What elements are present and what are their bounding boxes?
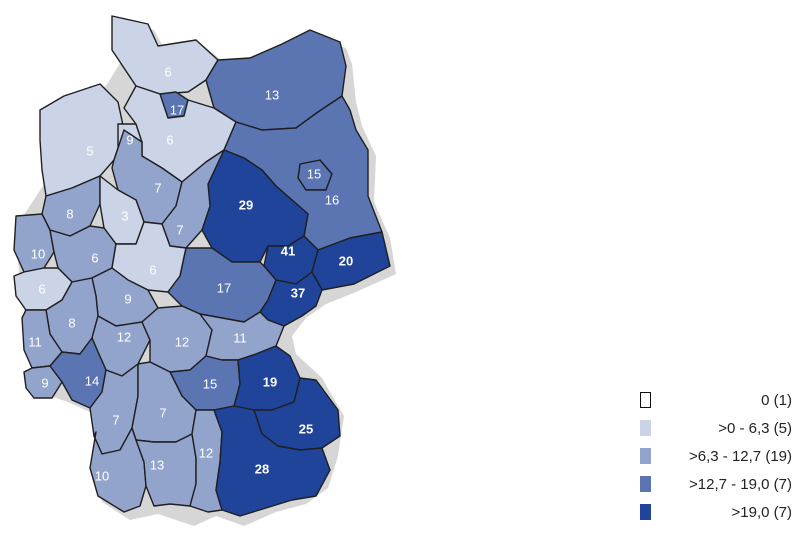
region-label-24: 12: [175, 334, 189, 349]
region-label-28: 9: [41, 375, 48, 390]
legend-item-2: >6,3 - 12,7 (19): [640, 442, 792, 470]
legend-swatch-1: [640, 420, 651, 436]
region-28: [23, 365, 63, 399]
region-label-11: 3: [121, 208, 128, 223]
region-label-35: 13: [150, 457, 164, 472]
legend: 0 (1) >0 - 6,3 (5) >6,3 - 12,7 (19) >12,7 -…: [640, 386, 792, 526]
region-label-20: 17: [217, 280, 231, 295]
region-label-33: 25: [299, 421, 313, 436]
region-label-2: 13: [265, 87, 279, 102]
region-label-18: 6: [38, 281, 45, 296]
region-label-29: 15: [203, 376, 217, 391]
region-37: [213, 405, 331, 517]
region-13: [13, 213, 55, 273]
legend-item-4: >19,0 (7): [640, 498, 792, 526]
region-label-14: 6: [91, 250, 98, 265]
region-label-13: 10: [31, 246, 45, 261]
legend-label-4: >19,0 (7): [731, 503, 792, 521]
region-label-37: 28: [255, 461, 269, 476]
region-label-4: 9: [126, 132, 133, 147]
legend-swatch-4: [640, 504, 651, 520]
region-label-12: 7: [176, 222, 183, 237]
legend-label-3: >12,7 - 19,0 (7): [689, 475, 792, 493]
region-label-0: 6: [164, 64, 171, 79]
legend-label-2: >6,3 - 12,7 (19): [689, 447, 792, 465]
legend-label-0: 0 (1): [761, 391, 792, 409]
region-label-8: 7: [154, 180, 161, 195]
region-label-32: 7: [159, 405, 166, 420]
legend-item-0: 0 (1): [640, 386, 792, 414]
region-label-22: 8: [68, 315, 75, 330]
legend-swatch-2: [640, 448, 651, 464]
region-3: [39, 83, 125, 197]
region-label-16: 41: [281, 243, 295, 258]
legend-label-1: >0 - 6,3 (5): [718, 419, 792, 437]
region-label-1: 17: [170, 102, 184, 117]
legend-swatch-3: [640, 476, 651, 492]
region-12: [161, 149, 225, 249]
region-label-23: 12: [117, 329, 131, 344]
region-0: [111, 15, 219, 95]
region-label-36: 12: [199, 445, 213, 460]
region-label-30: 19: [263, 374, 277, 389]
region-label-26: 11: [28, 334, 42, 349]
region-label-25: 11: [233, 330, 247, 345]
legend-item-3: >12,7 - 19,0 (7): [640, 470, 792, 498]
legend-item-1: >0 - 6,3 (5): [640, 414, 792, 442]
region-label-9: 29: [239, 197, 253, 212]
region-label-6: 15: [307, 166, 321, 181]
region-21: [259, 271, 323, 327]
region-label-27: 14: [85, 373, 99, 388]
region-label-10: 8: [66, 206, 73, 221]
legend-swatch-0: [640, 392, 651, 408]
region-label-19: 9: [124, 291, 131, 306]
regions-layer: [13, 15, 391, 517]
region-label-3: 5: [86, 143, 93, 158]
region-label-15: 6: [149, 262, 156, 277]
region-label-31: 7: [112, 412, 119, 427]
region-label-7: 16: [325, 192, 339, 207]
region-label-21: 37: [291, 285, 305, 300]
region-label-34: 10: [95, 468, 109, 483]
region-label-5: 6: [166, 132, 173, 147]
region-label-17: 20: [339, 253, 353, 268]
